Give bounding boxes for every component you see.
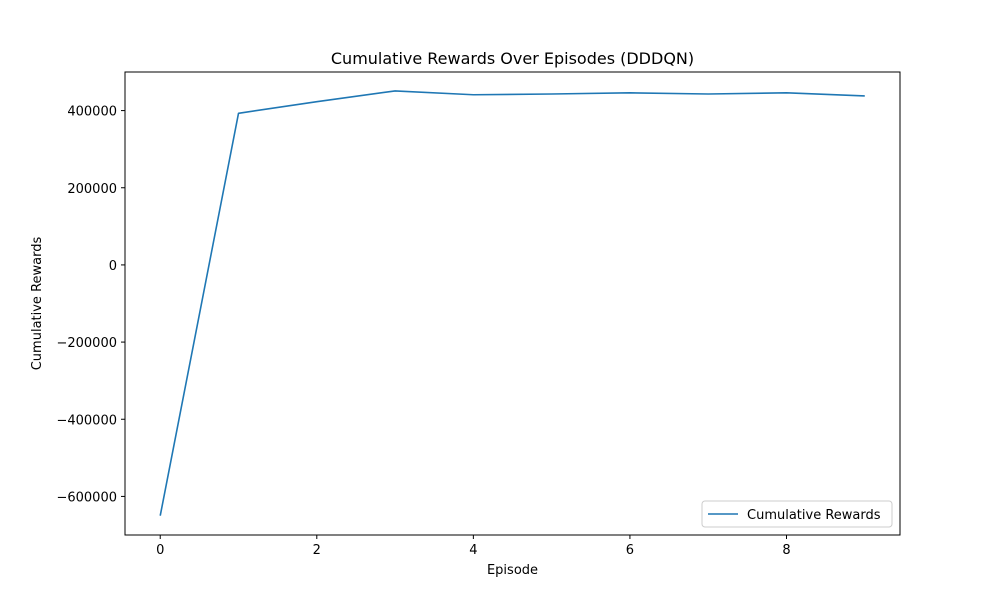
y-tick-label: −400000 bbox=[56, 413, 117, 428]
legend: Cumulative Rewards bbox=[701, 500, 893, 528]
y-tick-label: −600000 bbox=[56, 490, 117, 505]
y-tick-label: 0 bbox=[109, 259, 117, 274]
y-axis-ticks: −600000 −400000 −200000 0 200000 400000 bbox=[56, 105, 125, 505]
series-layer bbox=[159, 90, 865, 516]
plot-area bbox=[124, 71, 901, 536]
y-tick-label: 400000 bbox=[67, 105, 117, 120]
x-tick-label: 6 bbox=[626, 543, 634, 558]
legend-box bbox=[701, 500, 893, 528]
series-line bbox=[159, 90, 865, 516]
x-tick-label: 0 bbox=[156, 543, 164, 558]
y-tick-label: 200000 bbox=[67, 182, 117, 197]
y-axis-label: Cumulative Rewards bbox=[30, 237, 45, 371]
x-axis-label: Episode bbox=[487, 563, 538, 578]
x-axis-ticks: 0 2 4 6 8 bbox=[156, 535, 791, 558]
y-tick-label: −200000 bbox=[56, 336, 117, 351]
chart-title: Cumulative Rewards Over Episodes (DDDQN) bbox=[331, 49, 694, 68]
x-tick-label: 2 bbox=[313, 543, 321, 558]
legend-label: Cumulative Rewards bbox=[747, 508, 881, 523]
plot-frame bbox=[124, 71, 901, 536]
x-tick-label: 8 bbox=[782, 543, 790, 558]
x-tick-label: 4 bbox=[469, 543, 477, 558]
